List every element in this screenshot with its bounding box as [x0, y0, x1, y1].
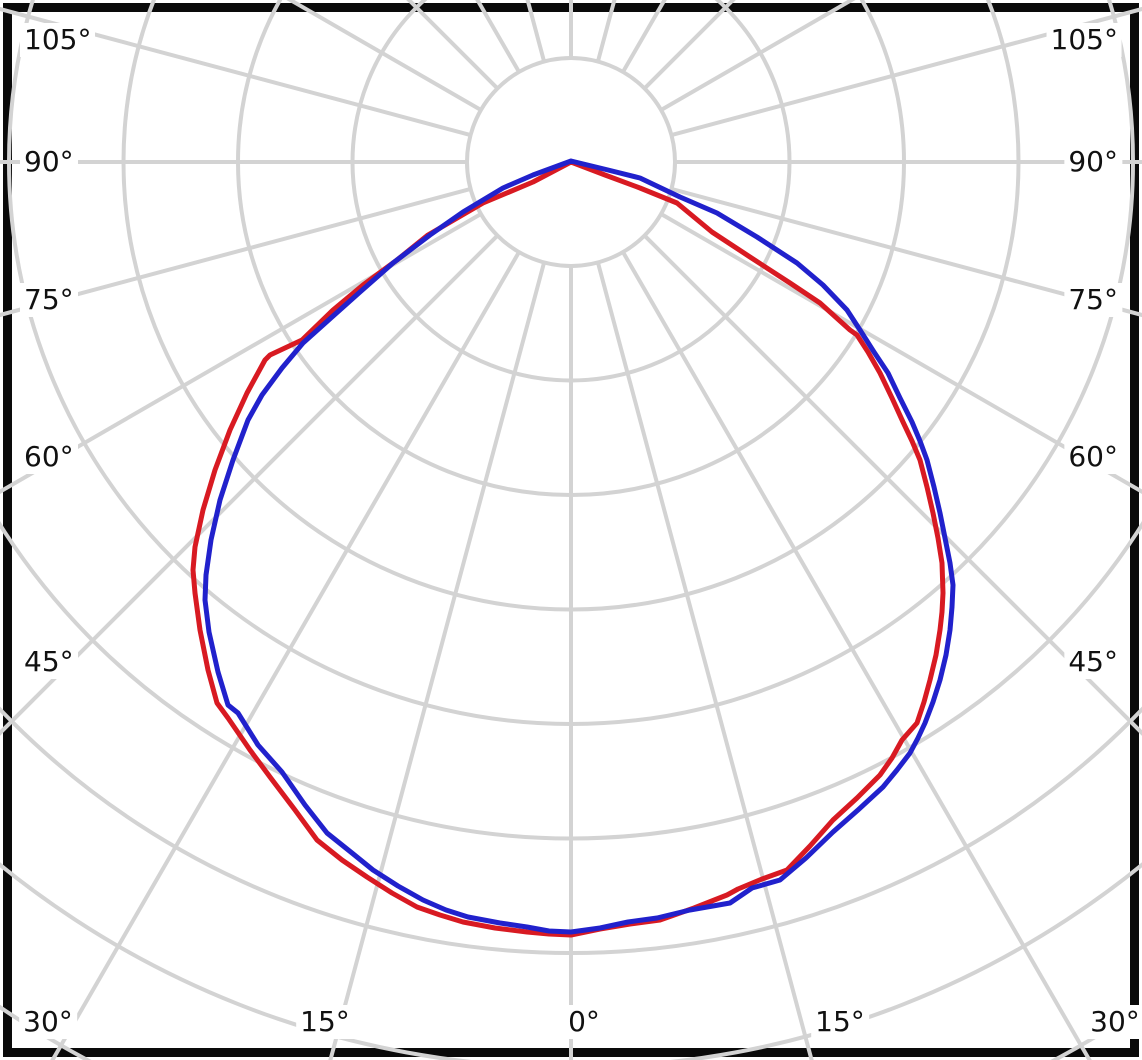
angle-label-right: 75° [1064, 283, 1122, 317]
grid-spoke [0, 186, 472, 318]
grid-spoke [670, 186, 1142, 318]
curve-red [190, 159, 946, 938]
angle-label-bottom: 15° [811, 1005, 869, 1039]
grid-spoke [328, 261, 547, 1060]
angle-label-bottom: 15° [296, 1005, 354, 1039]
angle-label-bottom: 30° [1086, 1005, 1142, 1039]
angle-label-bottom: 0° [564, 1005, 604, 1039]
curve-blue [202, 158, 956, 935]
angle-label-right: 60° [1064, 440, 1122, 474]
grid-spoke [50, 251, 521, 1060]
grid-spoke [660, 0, 856, 112]
angle-label-left: 45° [20, 645, 78, 679]
grid-spoke [286, 0, 482, 112]
angle-label-bottom: 30° [19, 1005, 77, 1039]
angle-label-right: 45° [1064, 645, 1122, 679]
grid-spoke [0, 6, 472, 138]
grid-spoke [0, 212, 482, 494]
angle-label-left: 105° [20, 23, 96, 57]
grid-spoke [670, 6, 1142, 138]
grid-spoke [595, 261, 814, 1060]
grid-spoke [621, 251, 1092, 1060]
angle-label-left: 60° [20, 440, 78, 474]
angle-label-right: 105° [1046, 23, 1122, 57]
angle-label-left: 90° [20, 145, 78, 179]
angle-label-left: 75° [20, 283, 78, 317]
angle-label-right: 90° [1064, 145, 1122, 179]
